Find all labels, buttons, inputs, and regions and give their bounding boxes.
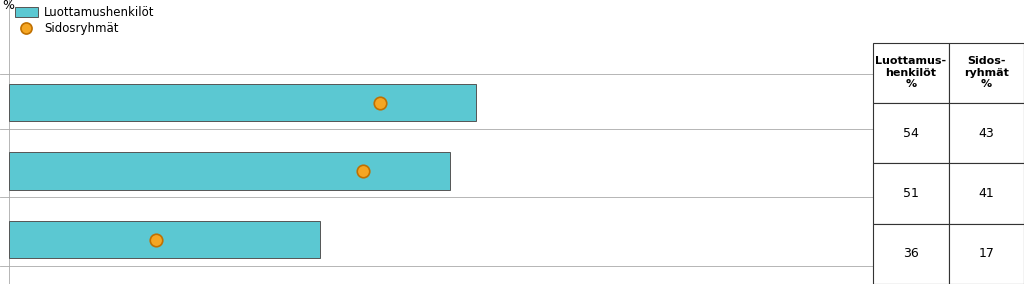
Bar xyxy=(8,221,319,258)
Text: %: % xyxy=(3,0,14,12)
Bar xyxy=(8,152,450,190)
Legend: Luottamushenkilöt, Sidosryhmät: Luottamushenkilöt, Sidosryhmät xyxy=(14,6,155,36)
Bar xyxy=(8,84,475,122)
